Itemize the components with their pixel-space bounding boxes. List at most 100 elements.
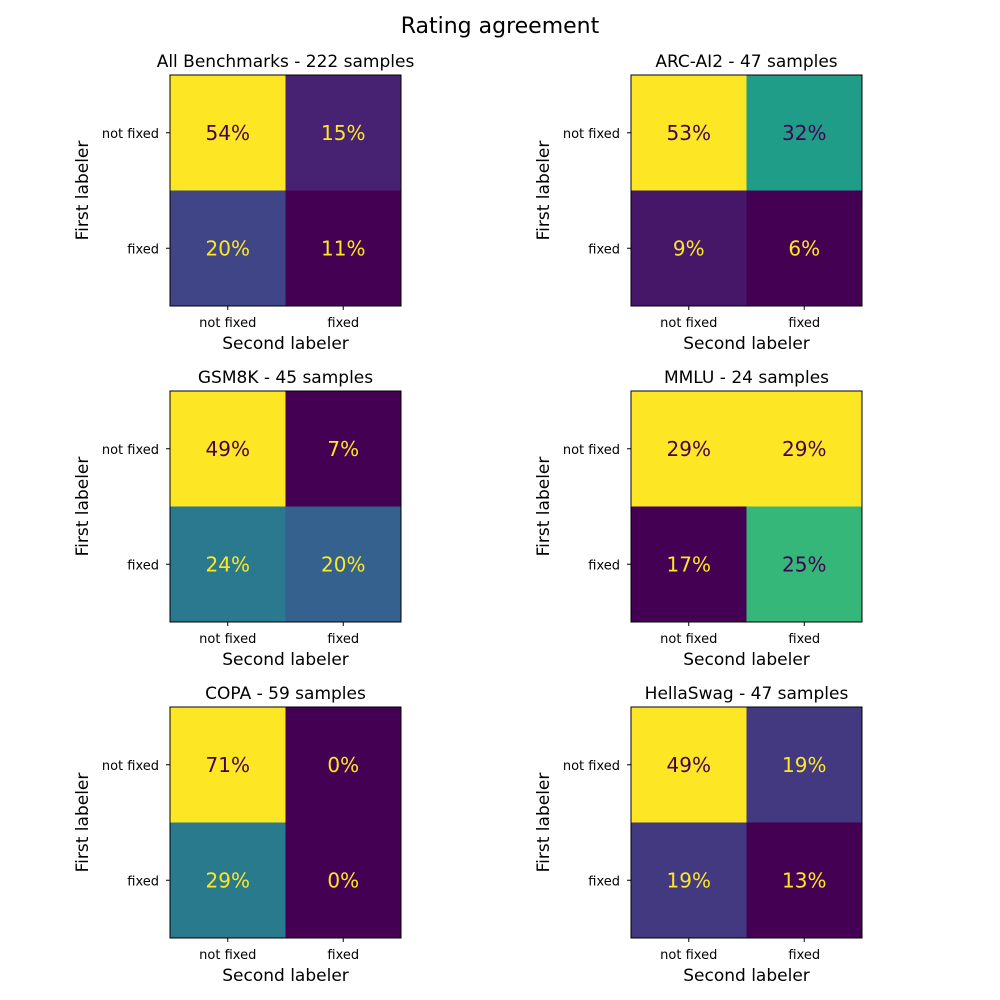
axes-frame — [630, 74, 863, 307]
x-tick-label: fixed — [327, 316, 359, 331]
y-tick-label: fixed — [588, 558, 620, 573]
panel-title: ARC-AI2 - 47 samples — [655, 52, 837, 72]
heatmap-cell — [631, 75, 747, 191]
heatmap-cell — [285, 75, 401, 191]
heatmap-cell — [285, 391, 401, 507]
figure-title: Rating agreement — [400, 14, 600, 39]
heatmap-cell — [170, 190, 286, 306]
cell-value-label: 15% — [321, 121, 365, 145]
x-tick-label: fixed — [327, 632, 359, 647]
x-axis-label: Second labeler — [683, 334, 810, 354]
x-tick-label: not fixed — [199, 316, 256, 331]
x-tick-label: fixed — [788, 948, 820, 963]
cell-value-label: 0% — [327, 753, 359, 777]
x-tick-label: not fixed — [199, 632, 256, 647]
heatmap-panel: 54% 15% 20% 11% All Benchmarks - 222 samples… — [73, 52, 414, 354]
cell-value-label: 20% — [321, 552, 365, 576]
heatmap-cell — [746, 75, 862, 191]
cell-value-label: 71% — [206, 753, 250, 777]
cell-value-label: 7% — [327, 437, 359, 461]
cell-value-label: 32% — [782, 121, 826, 145]
x-axis-label: Second labeler — [222, 334, 349, 354]
heatmap-cell — [170, 75, 286, 191]
y-axis-label: First labeler — [534, 457, 554, 557]
axes-frame — [630, 390, 863, 623]
x-tick-label: fixed — [327, 948, 359, 963]
heatmap-cell — [285, 707, 401, 823]
cell-value-label: 6% — [788, 236, 820, 260]
y-tick-label: fixed — [588, 874, 620, 889]
y-tick-label: not fixed — [563, 127, 620, 142]
y-tick-label: fixed — [127, 874, 159, 889]
heatmap-cell — [631, 190, 747, 306]
heatmap-cell — [631, 391, 747, 507]
cell-value-label: 9% — [673, 236, 705, 260]
y-axis-label: First labeler — [73, 141, 93, 241]
cell-value-label: 19% — [782, 753, 826, 777]
heatmap-cell — [746, 707, 862, 823]
heatmap-cell — [170, 822, 286, 938]
heatmap-cell — [631, 822, 747, 938]
y-axis-label: First labeler — [73, 773, 93, 873]
heatmap-cell — [631, 506, 747, 622]
y-tick-label: not fixed — [102, 127, 159, 142]
heatmap-cell — [746, 506, 862, 622]
cell-value-label: 24% — [206, 552, 250, 576]
cell-value-label: 29% — [206, 868, 250, 892]
heatmap-cell — [746, 190, 862, 306]
panel-title: COPA - 59 samples — [205, 684, 366, 704]
axes-frame — [169, 74, 402, 307]
heatmap-cell — [170, 707, 286, 823]
heatmap-cell — [170, 506, 286, 622]
y-axis-label: First labeler — [73, 457, 93, 557]
cell-value-label: 29% — [667, 437, 711, 461]
cell-value-label: 25% — [782, 552, 826, 576]
panel-title: HellaSwag - 47 samples — [645, 684, 849, 704]
y-tick-label: fixed — [588, 242, 620, 257]
y-tick-label: not fixed — [563, 759, 620, 774]
heatmap-cell — [285, 190, 401, 306]
x-tick-label: not fixed — [660, 632, 717, 647]
cell-value-label: 0% — [327, 868, 359, 892]
heatmap-panel: 71% 0% 29% 0% COPA - 59 samples not fixed fixe… — [73, 684, 402, 986]
y-tick-label: not fixed — [563, 443, 620, 458]
y-tick-label: not fixed — [102, 759, 159, 774]
x-axis-label: Second labeler — [222, 966, 349, 986]
heatmap-cell — [631, 707, 747, 823]
x-axis-label: Second labeler — [683, 650, 810, 670]
panel-title: GSM8K - 45 samples — [198, 368, 373, 388]
y-tick-label: not fixed — [102, 443, 159, 458]
x-tick-label: fixed — [788, 632, 820, 647]
x-axis-label: Second labeler — [683, 966, 810, 986]
axes-frame — [169, 706, 402, 939]
x-tick-label: fixed — [788, 316, 820, 331]
x-tick-label: not fixed — [660, 948, 717, 963]
y-axis-label: First labeler — [534, 141, 554, 241]
axes-frame — [630, 706, 863, 939]
axes-frame — [169, 390, 402, 623]
cell-value-label: 49% — [206, 437, 250, 461]
cell-value-label: 54% — [206, 121, 250, 145]
heatmap-cell — [746, 391, 862, 507]
y-tick-label: fixed — [127, 242, 159, 257]
cell-value-label: 49% — [667, 753, 711, 777]
x-tick-label: not fixed — [660, 316, 717, 331]
heatmap-panel: 29% 29% 17% 25% MMLU - 24 samples not fixed fi… — [534, 368, 863, 670]
cell-value-label: 29% — [782, 437, 826, 461]
heatmap-panel: 49% 7% 24% 20% GSM8K - 45 samples not fixed fi… — [73, 368, 402, 670]
heatmap-cell — [285, 822, 401, 938]
heatmap-cell — [170, 391, 286, 507]
heatmap-panel: 49% 19% 19% 13% HellaSwag - 47 samples not fi… — [534, 684, 863, 986]
heatmap-cell — [285, 506, 401, 622]
x-tick-label: not fixed — [199, 948, 256, 963]
panel-title: All Benchmarks - 222 samples — [157, 52, 415, 72]
cell-value-label: 17% — [667, 552, 711, 576]
cell-value-label: 53% — [667, 121, 711, 145]
cell-value-label: 19% — [667, 868, 711, 892]
heatmap-panel: 53% 32% 9% 6% ARC-AI2 - 47 samples not fixed f… — [534, 52, 863, 354]
cell-value-label: 11% — [321, 236, 365, 260]
heatmap-cell — [746, 822, 862, 938]
cell-value-label: 20% — [206, 236, 250, 260]
panel-title: MMLU - 24 samples — [664, 368, 829, 388]
